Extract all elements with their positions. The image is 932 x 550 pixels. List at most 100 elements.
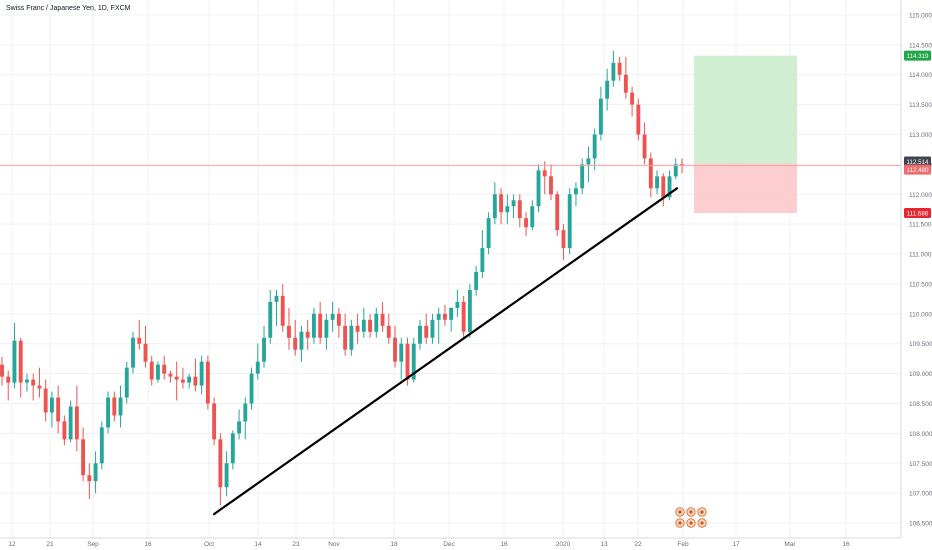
candle-body — [330, 313, 335, 320]
candle-body — [430, 319, 435, 338]
y-tick-label: 108.000 — [909, 431, 932, 438]
y-tick-label: 113.500 — [909, 102, 932, 109]
candle-body — [586, 158, 591, 165]
x-tick-label: 12 — [8, 541, 16, 548]
candle-body — [87, 475, 92, 482]
candle-body — [542, 170, 547, 177]
candle-body — [549, 176, 553, 195]
candle-body — [237, 421, 241, 434]
candle-body — [480, 248, 485, 272]
candle-body — [368, 319, 373, 332]
candle-body — [343, 325, 348, 350]
target-zone — [694, 55, 797, 164]
candle-body — [411, 343, 416, 380]
candle-body — [280, 295, 285, 326]
chart-title: Swiss Franc / Japanese Yen, 1D, FXCM — [6, 5, 131, 12]
candle-body — [623, 74, 628, 93]
candle-body — [511, 200, 516, 207]
candle-body — [336, 313, 341, 326]
entry-price-badge-bg — [904, 156, 931, 167]
logo-dot-center — [700, 521, 704, 525]
candle-body — [205, 361, 210, 404]
candle-body — [168, 373, 173, 377]
candle-body — [37, 385, 42, 389]
candle-body — [592, 134, 597, 159]
candle-body — [25, 379, 29, 383]
candle-body — [598, 98, 603, 135]
candle-body — [505, 206, 510, 213]
candle-body — [449, 307, 454, 320]
candle-body — [561, 230, 566, 249]
y-tick-label: 108.500 — [909, 401, 932, 408]
candle-body — [380, 313, 385, 326]
candle-body — [43, 388, 48, 413]
entry-price-badge: 112.514 — [907, 159, 929, 166]
candle-body — [224, 463, 229, 488]
candle-body — [630, 92, 635, 105]
y-tick-label: 111.500 — [909, 222, 932, 229]
candle-body — [524, 218, 528, 228]
candle-body — [230, 433, 235, 464]
candle-body — [81, 439, 86, 476]
y-tick-label: 114.000 — [909, 72, 932, 79]
candle-body — [137, 337, 142, 344]
candle-body — [287, 325, 291, 338]
stop-price-badge: 111.686 — [907, 211, 929, 218]
candle-body — [31, 379, 36, 386]
x-tick-label: 18 — [390, 541, 398, 548]
candle-body — [611, 62, 616, 81]
candle-body — [399, 343, 404, 362]
logo-dot-center — [689, 521, 693, 525]
candle-body — [486, 218, 491, 249]
x-tick-label: 2020 — [556, 541, 571, 548]
candle-body — [655, 176, 659, 189]
logo-dot-center — [700, 510, 704, 514]
candle-body — [199, 361, 204, 386]
candle-body — [374, 313, 379, 332]
candle-body — [517, 200, 522, 219]
candle-body — [436, 313, 441, 320]
candle-body — [187, 376, 192, 383]
candle-body — [667, 176, 672, 198]
logo-dot-center — [678, 521, 682, 525]
last-price-badge: 112.480 — [907, 167, 929, 174]
candle-body — [299, 331, 304, 350]
candle-body — [305, 331, 310, 338]
candle-body — [49, 397, 54, 413]
y-tick-label: 106.500 — [909, 521, 932, 528]
target-price-badge-bg — [904, 50, 931, 61]
candle-body — [536, 170, 541, 207]
x-tick-label: 14 — [254, 541, 262, 548]
candle-body — [324, 319, 329, 338]
candle-body — [180, 379, 185, 383]
x-tick-label: Feb — [677, 541, 689, 548]
candle-body — [218, 439, 223, 488]
candle-body — [74, 406, 79, 440]
x-tick-label: 16 — [144, 541, 152, 548]
y-tick-label: 107.500 — [909, 461, 932, 468]
candle-body — [99, 427, 104, 464]
y-tick-label: 109.500 — [909, 341, 932, 348]
x-tick-label: 16 — [842, 541, 850, 548]
logo-dot-center — [678, 510, 682, 514]
last-price-badge-bg — [904, 164, 931, 175]
x-tick-label: Sep — [87, 541, 99, 548]
y-tick-label: 110.500 — [909, 281, 932, 288]
candle-body — [156, 364, 160, 380]
candle-body — [393, 337, 397, 362]
candle-body — [642, 134, 647, 159]
position-zones — [694, 55, 797, 214]
candle-body — [293, 337, 298, 350]
candle-body — [349, 325, 354, 350]
stop-price-badge-bg — [904, 208, 931, 219]
candle-body — [274, 295, 279, 302]
target-price-badge: 114.319 — [907, 53, 929, 60]
candle-body — [311, 313, 316, 338]
candle-body — [680, 164, 684, 166]
candle-body — [262, 337, 266, 362]
candle-body — [143, 343, 148, 362]
y-tick-label: 114.500 — [909, 42, 932, 49]
candle-body — [467, 289, 472, 332]
